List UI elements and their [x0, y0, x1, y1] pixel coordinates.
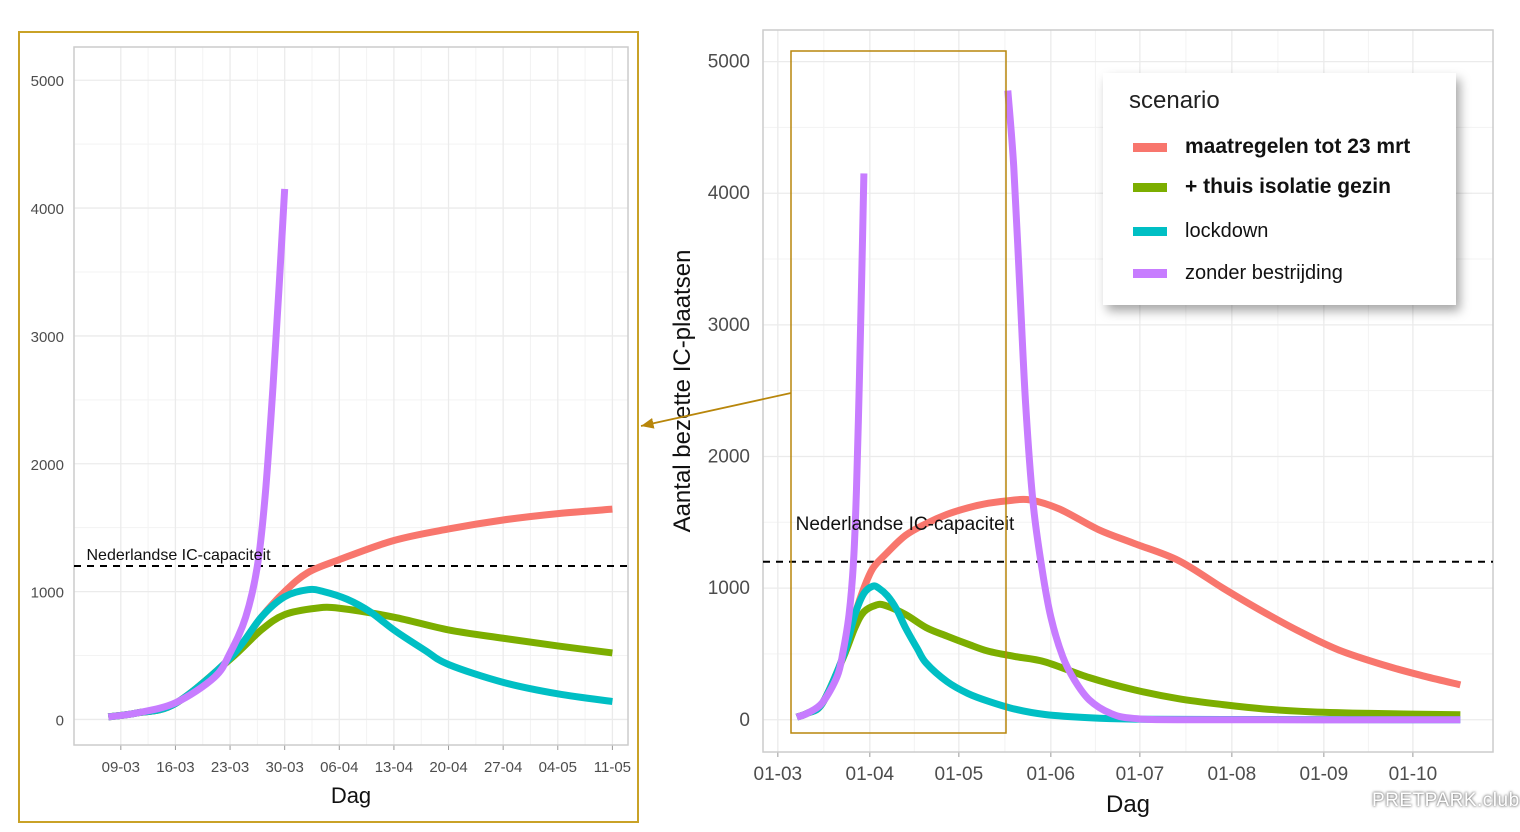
y-tick-label: 3000: [31, 329, 64, 346]
y-tick-label: 5000: [708, 52, 750, 73]
x-tick-label: 01-09: [1300, 764, 1349, 785]
plot-border: [73, 46, 629, 746]
y-tick-label: 1000: [31, 585, 64, 602]
detail-panel: 0 1000 2000 3000 4000 5000 09-03 16-03 23-03 30-0…: [31, 46, 631, 808]
x-tick-label: 30-03: [265, 759, 303, 776]
legend-swatch: [1133, 142, 1167, 152]
x-tick-label: 01-06: [1027, 764, 1076, 785]
zoom-arrow: [640, 392, 792, 429]
detail-frame: [18, 31, 639, 823]
series-line-lockdown: [795, 582, 1461, 724]
y-tick-label: 4000: [708, 183, 750, 204]
x-tick-label: 11-05: [594, 759, 631, 776]
y-tick-label: 4000: [31, 201, 64, 218]
ic-capacity-label: Nederlandse IC-capaciteit: [796, 514, 1015, 535]
x-tick-label: 01-04: [846, 764, 895, 785]
legend-item: lockdown: [1133, 216, 1268, 246]
x-tick-label: 01-05: [935, 764, 984, 785]
legend-label: maatregelen tot 23 mrt: [1185, 135, 1411, 158]
plot-border: [762, 29, 1494, 753]
series-group: [795, 90, 1462, 724]
x-tick-label: 01-10: [1389, 764, 1438, 785]
x-tick-label: 27-04: [484, 759, 522, 776]
x-tick-label: 20-04: [429, 759, 467, 776]
y-axis-title: Aantal bezette IC-plaatsen: [669, 250, 696, 533]
legend-swatch: [1133, 268, 1167, 278]
x-axis-title: Dag: [1106, 791, 1150, 818]
legend-item: + thuis isolatie gezin: [1133, 172, 1391, 202]
legend-label: lockdown: [1185, 219, 1269, 242]
x-axis-title: Dag: [331, 783, 371, 808]
legend-item: zonder bestrijding: [1133, 258, 1343, 288]
series-group: [107, 188, 613, 721]
series-line-zonder-bestrijding: [107, 188, 289, 721]
x-tick-label: 01-07: [1116, 764, 1165, 785]
watermark-logo: PRETPARK.club: [1372, 790, 1520, 811]
plot-background: [74, 47, 628, 745]
y-tick-label: 0: [739, 710, 750, 731]
y-tick-label: 3000: [708, 315, 750, 336]
legend-label: zonder bestrijding: [1185, 261, 1343, 284]
x-tick-label: 23-03: [211, 759, 249, 776]
zoom-region-box: [790, 50, 1007, 734]
legend-swatch: [1133, 182, 1167, 192]
overview-panel: 0 1000 2000 3000 4000 5000 01-03 01-04 01-05 01-0…: [669, 29, 1494, 818]
legend: scenario maatregelen tot 23 mrt + thuis i…: [1103, 73, 1456, 305]
series-line-zonder-bestrijding: [795, 173, 868, 721]
legend-title: scenario: [1129, 87, 1220, 114]
y-tick-label: 1000: [708, 578, 750, 599]
x-tick-label: 09-03: [102, 759, 140, 776]
ic-capacity-label: Nederlandse IC-capaciteit: [86, 547, 271, 564]
x-tick-label: 16-03: [156, 759, 194, 776]
x-tick-label: 06-04: [320, 759, 358, 776]
y-tick-label: 2000: [708, 446, 750, 467]
y-tick-label: 5000: [31, 73, 64, 90]
legend-label: + thuis isolatie gezin: [1185, 175, 1391, 198]
y-tick-label: 2000: [31, 457, 64, 474]
series-line-zonder-bestrijding: [1004, 90, 1461, 724]
x-tick-label: 01-08: [1208, 764, 1257, 785]
legend-swatch: [1133, 226, 1167, 236]
y-tick-label: 0: [56, 712, 64, 729]
x-tick-label: 13-04: [375, 759, 413, 776]
x-tick-label: 01-03: [754, 764, 803, 785]
legend-item: maatregelen tot 23 mrt: [1133, 132, 1410, 162]
x-tick-label: 04-05: [539, 759, 577, 776]
